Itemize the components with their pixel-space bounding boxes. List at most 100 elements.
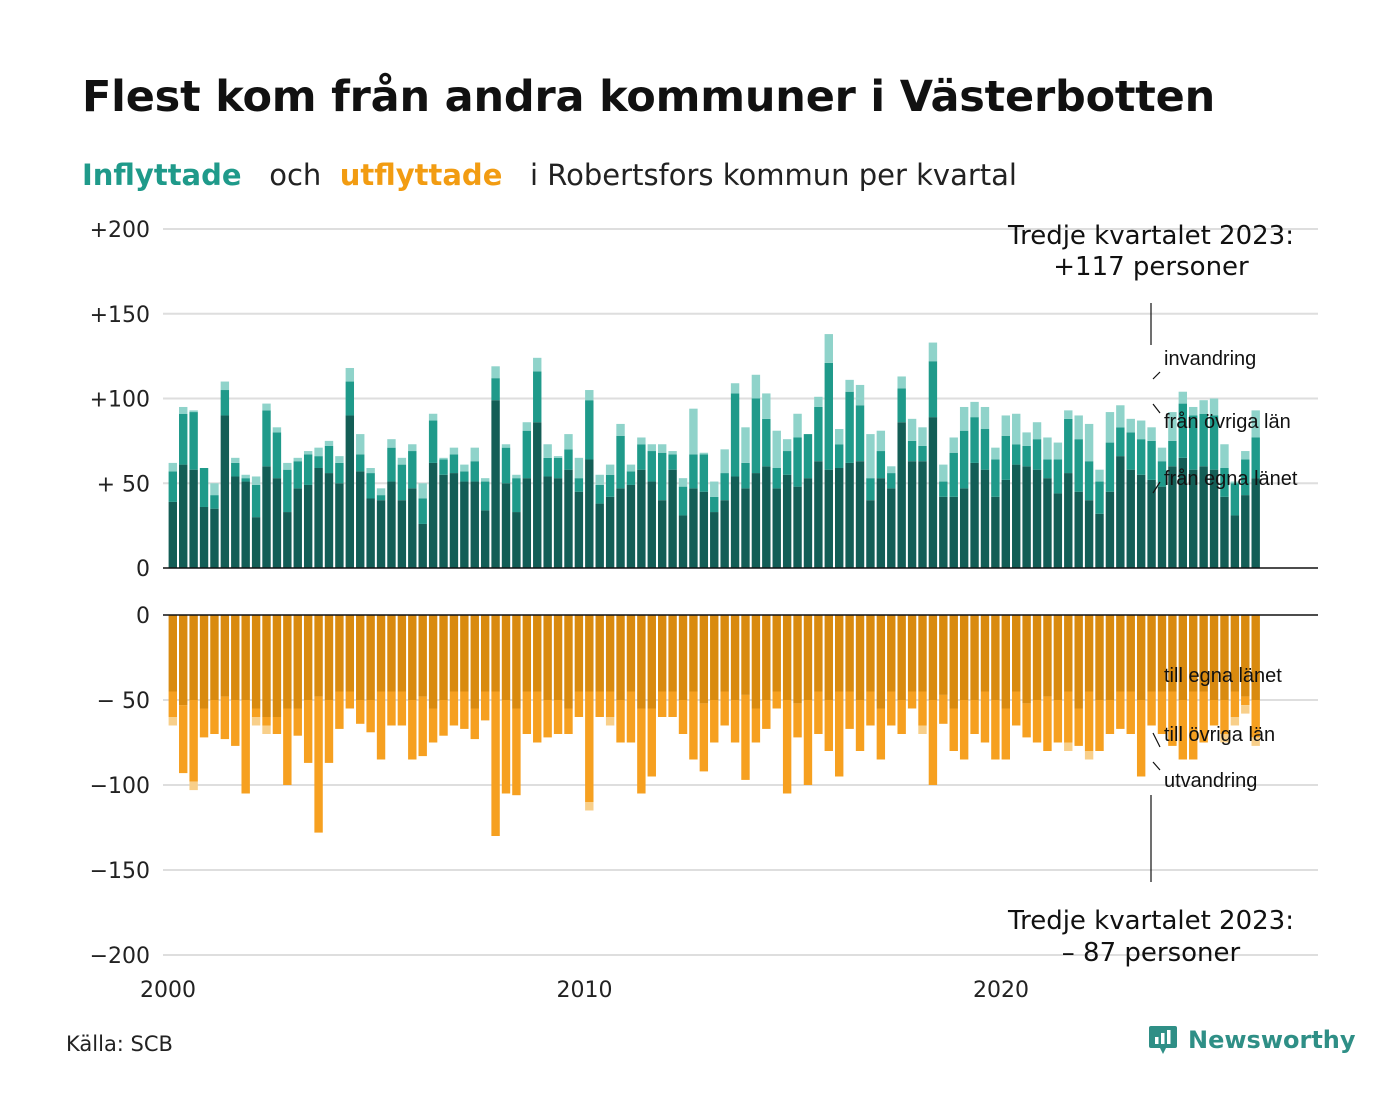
- bar-out-1: [605, 691, 615, 717]
- bar-in-1: [397, 464, 407, 501]
- bar-in-0: [345, 415, 355, 568]
- bar-out-1: [959, 700, 969, 760]
- bar-out-0: [949, 615, 958, 709]
- bar-out-0: [387, 615, 396, 692]
- bar-in-1: [408, 451, 417, 489]
- bar-in-1: [366, 473, 375, 499]
- bar-in-1: [939, 481, 948, 497]
- bar-out-0: [1105, 615, 1115, 700]
- bar-in-0: [1012, 464, 1021, 568]
- bar-out-0: [283, 615, 292, 709]
- bar-in-2: [366, 467, 375, 474]
- bar-out-1: [1032, 700, 1042, 743]
- bar-in-2: [710, 481, 719, 497]
- bar-in-1: [272, 432, 282, 479]
- annotation-leader: [1152, 371, 1161, 380]
- bar-out-1: [293, 708, 302, 736]
- bar-out-0: [303, 615, 313, 700]
- bar-out-0: [1032, 615, 1042, 700]
- bar-in-2: [1157, 447, 1167, 462]
- bar-in-0: [1116, 456, 1125, 568]
- bar-in-0: [1241, 495, 1250, 568]
- bar-in-2: [897, 376, 906, 389]
- bar-out-0: [730, 615, 740, 700]
- bar-out-0: [439, 615, 448, 700]
- bar-out-1: [408, 700, 417, 760]
- bar-in-0: [907, 461, 917, 568]
- bar-in-1: [387, 447, 396, 482]
- bar-out-1: [251, 708, 261, 717]
- y-tick-label-in: 0: [136, 557, 150, 582]
- bar-out-0: [845, 615, 854, 692]
- bar-out-1: [1241, 696, 1250, 706]
- bar-in-2: [1012, 413, 1021, 445]
- bar-out-1: [1168, 691, 1177, 746]
- brand: Newsworthy: [1148, 1024, 1356, 1056]
- bar-out-1: [449, 691, 459, 726]
- y-tick-label-out: −100: [90, 774, 150, 799]
- bar-out-1: [855, 700, 865, 751]
- bar-out-1: [657, 691, 667, 717]
- bar-out-1: [1074, 708, 1083, 746]
- bar-in-2: [376, 488, 386, 496]
- bar-in-0: [751, 473, 761, 568]
- newsworthy-logo-icon: [1149, 1026, 1177, 1054]
- bar-out-1: [199, 708, 209, 738]
- bar-out-2: [1220, 734, 1229, 743]
- bar-out-0: [553, 615, 563, 700]
- bar-out-0: [574, 615, 584, 692]
- bar-in-2: [720, 449, 729, 474]
- bar-in-2: [626, 464, 636, 472]
- bar-in-1: [1095, 481, 1104, 514]
- bar-in-2: [574, 457, 584, 479]
- bar-in-0: [1105, 491, 1115, 568]
- bar-out-1: [741, 694, 750, 780]
- bar-in-1: [991, 459, 1000, 497]
- bar-out-0: [1022, 615, 1031, 704]
- bar-out-0: [231, 615, 240, 700]
- bar-in-1: [803, 434, 813, 479]
- bar-out-0: [1043, 615, 1052, 697]
- bar-out-1: [168, 691, 177, 717]
- bar-out-0: [428, 615, 438, 709]
- bar-out-0: [1095, 615, 1104, 700]
- bar-in-0: [1022, 466, 1031, 568]
- bar-in-2: [428, 413, 438, 421]
- bar-out-1: [1043, 696, 1052, 751]
- bar-in-1: [793, 437, 802, 487]
- chart-title: Flest kom från andra kommuner i Västerbo…: [82, 72, 1216, 122]
- bar-in-0: [397, 500, 407, 568]
- bar-in-2: [855, 384, 865, 406]
- bar-in-0: [782, 474, 792, 568]
- bar-out-0: [991, 615, 1000, 700]
- bar-in-0: [460, 481, 469, 568]
- bar-in-2: [928, 342, 938, 362]
- bar-in-0: [887, 488, 896, 568]
- bar-out-1: [470, 708, 479, 740]
- bar-in-0: [522, 478, 532, 568]
- bar-out-1: [1230, 691, 1240, 717]
- bar-out-1: [1116, 691, 1125, 729]
- bar-out-1: [897, 700, 906, 734]
- bar-in-1: [1199, 413, 1208, 467]
- bar-in-2: [1209, 398, 1219, 416]
- y-tick-label-in: + 50: [97, 472, 150, 497]
- bar-in-2: [470, 447, 479, 462]
- bar-in-1: [1157, 461, 1167, 487]
- bar-in-1: [564, 449, 573, 470]
- bar-in-2: [1199, 400, 1208, 414]
- bar-in-1: [855, 405, 865, 462]
- bar-in-2: [793, 413, 802, 438]
- bar-out-1: [491, 691, 500, 836]
- bar-in-1: [668, 454, 677, 470]
- bar-out-0: [741, 615, 750, 695]
- callout-out-line: Tredje kvartalet 2023:: [1007, 906, 1294, 936]
- bar-in-0: [835, 467, 844, 568]
- bar-in-2: [814, 396, 823, 407]
- bar-in-2: [512, 474, 521, 479]
- bar-in-1: [949, 452, 958, 497]
- bar-out-0: [179, 615, 188, 706]
- bar-in-0: [574, 491, 584, 568]
- bar-out-1: [439, 700, 448, 736]
- bar-out-0: [1241, 615, 1250, 697]
